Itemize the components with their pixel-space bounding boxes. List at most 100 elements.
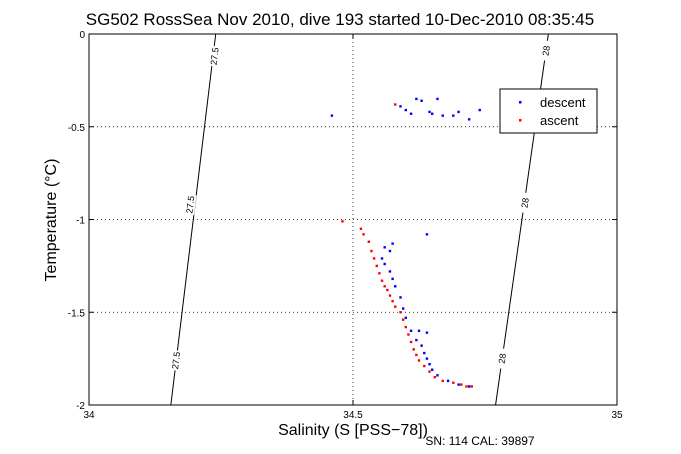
- descent-point: [478, 108, 481, 112]
- ascent-point: [378, 272, 381, 275]
- descent-point: [428, 362, 431, 366]
- x-tick-label: 35: [611, 410, 623, 421]
- descent-point: [401, 307, 405, 310]
- footnote: SN: 114 CAL: 39897: [425, 434, 535, 448]
- ascent-point: [386, 288, 389, 292]
- ascent-point: [465, 385, 468, 388]
- density-contour-label: 28: [541, 45, 552, 56]
- ascent-point: [412, 348, 415, 351]
- descent-point: [388, 270, 392, 273]
- ascent-point: [409, 340, 413, 344]
- descent-point: [415, 97, 418, 101]
- descent-point: [404, 316, 407, 320]
- descent-point: [409, 112, 413, 115]
- descent-point: [391, 242, 394, 245]
- descent-point: [404, 108, 407, 112]
- density-contour-label-bg: [184, 194, 197, 216]
- ascent-point: [394, 305, 397, 308]
- y-tick-label: -0.5: [68, 123, 86, 134]
- ascent-point: [359, 227, 363, 230]
- ascent-point: [404, 325, 407, 329]
- legend-marker-ascent: [519, 119, 522, 122]
- y-tick-label: 0: [79, 30, 85, 41]
- descent-point: [436, 374, 439, 377]
- ascent-point: [407, 333, 410, 336]
- legend-box: [499, 88, 598, 134]
- density-contour-line: [170, 33, 217, 406]
- ascent-point: [362, 233, 365, 236]
- y-tick-label: -2: [76, 401, 85, 412]
- density-contour-label-bg: [539, 40, 553, 62]
- density-contour-label-bg: [518, 192, 532, 214]
- ascent-point: [452, 381, 455, 384]
- density-contour-layer: 27.5 27.5 27.5 28 28 28: [169, 33, 553, 406]
- descent-point: [383, 246, 386, 249]
- density-contour-label: 28: [519, 197, 530, 208]
- descent-point: [428, 110, 431, 114]
- ascent-point: [441, 379, 444, 383]
- ascent-point: [394, 103, 397, 106]
- density-contour-label: 27.5: [184, 195, 196, 214]
- legend-label-descent: descent: [540, 95, 586, 110]
- descent-point: [380, 257, 384, 260]
- descent-point: [425, 233, 429, 236]
- density-contour-label-bg: [169, 349, 183, 372]
- descent-point: [423, 351, 426, 355]
- ascent-point: [460, 383, 463, 386]
- descent-point: [420, 99, 423, 102]
- ascent-point: [417, 359, 421, 362]
- descent-point: [391, 277, 394, 281]
- x-tick-label: 34.5: [343, 410, 363, 421]
- legend: descent ascent: [499, 88, 598, 134]
- ascent-point: [380, 279, 384, 282]
- descent-point: [399, 105, 402, 108]
- x-axis-label: Salinity (S [PSS−78]): [278, 422, 428, 439]
- ascent-point: [428, 370, 431, 373]
- ascent-point: [372, 257, 376, 260]
- descent-point: [467, 385, 471, 388]
- x-tick-label: 34: [83, 410, 95, 421]
- descent-point: [420, 344, 423, 347]
- descent-point: [431, 112, 434, 115]
- ascent-point: [388, 294, 392, 297]
- descent-point: [415, 338, 418, 342]
- descent-point: [441, 114, 444, 117]
- ascent-point: [370, 249, 373, 253]
- density-contour-label: 27.5: [170, 351, 182, 370]
- descent-point: [388, 249, 392, 253]
- density-contour-label: 27.5: [209, 47, 221, 66]
- descent-point: [457, 383, 460, 386]
- descent-point: [446, 379, 450, 383]
- descent-point: [467, 118, 471, 121]
- descent-point: [457, 110, 460, 114]
- descent-point: [399, 296, 402, 299]
- ascent-point: [470, 385, 473, 388]
- ascent-point: [433, 375, 437, 379]
- ascent-point: [399, 311, 402, 314]
- legend-marker-descent: [519, 101, 522, 104]
- descent-point: [394, 285, 397, 288]
- ascent-point: [423, 364, 426, 368]
- ascent-point: [367, 240, 371, 243]
- y-tick-label: -1.5: [68, 308, 86, 319]
- descent-point: [425, 357, 429, 360]
- descent-point: [431, 368, 434, 371]
- tick-layer: 34 34.5 35 0 -0.5 -1 -1.5 -2: [68, 30, 623, 421]
- ascent-point: [391, 299, 394, 303]
- descent-point: [436, 97, 439, 101]
- chart-title: SG502 RossSea Nov 2010, dive 193 started…: [86, 10, 594, 29]
- ascent-point: [341, 220, 344, 223]
- descent-point: [383, 262, 386, 266]
- y-axis-label: Temperature (°C): [43, 159, 60, 282]
- descent-point: [417, 329, 421, 332]
- density-contour-label-bg: [496, 348, 509, 370]
- descent-point: [452, 114, 455, 117]
- ascent-point: [401, 318, 405, 321]
- legend-label-ascent: ascent: [540, 113, 579, 128]
- descent-point: [409, 329, 413, 332]
- density-contour-label-bg: [208, 45, 221, 67]
- descent-point: [425, 331, 429, 334]
- density-contour-label: 28: [497, 353, 508, 364]
